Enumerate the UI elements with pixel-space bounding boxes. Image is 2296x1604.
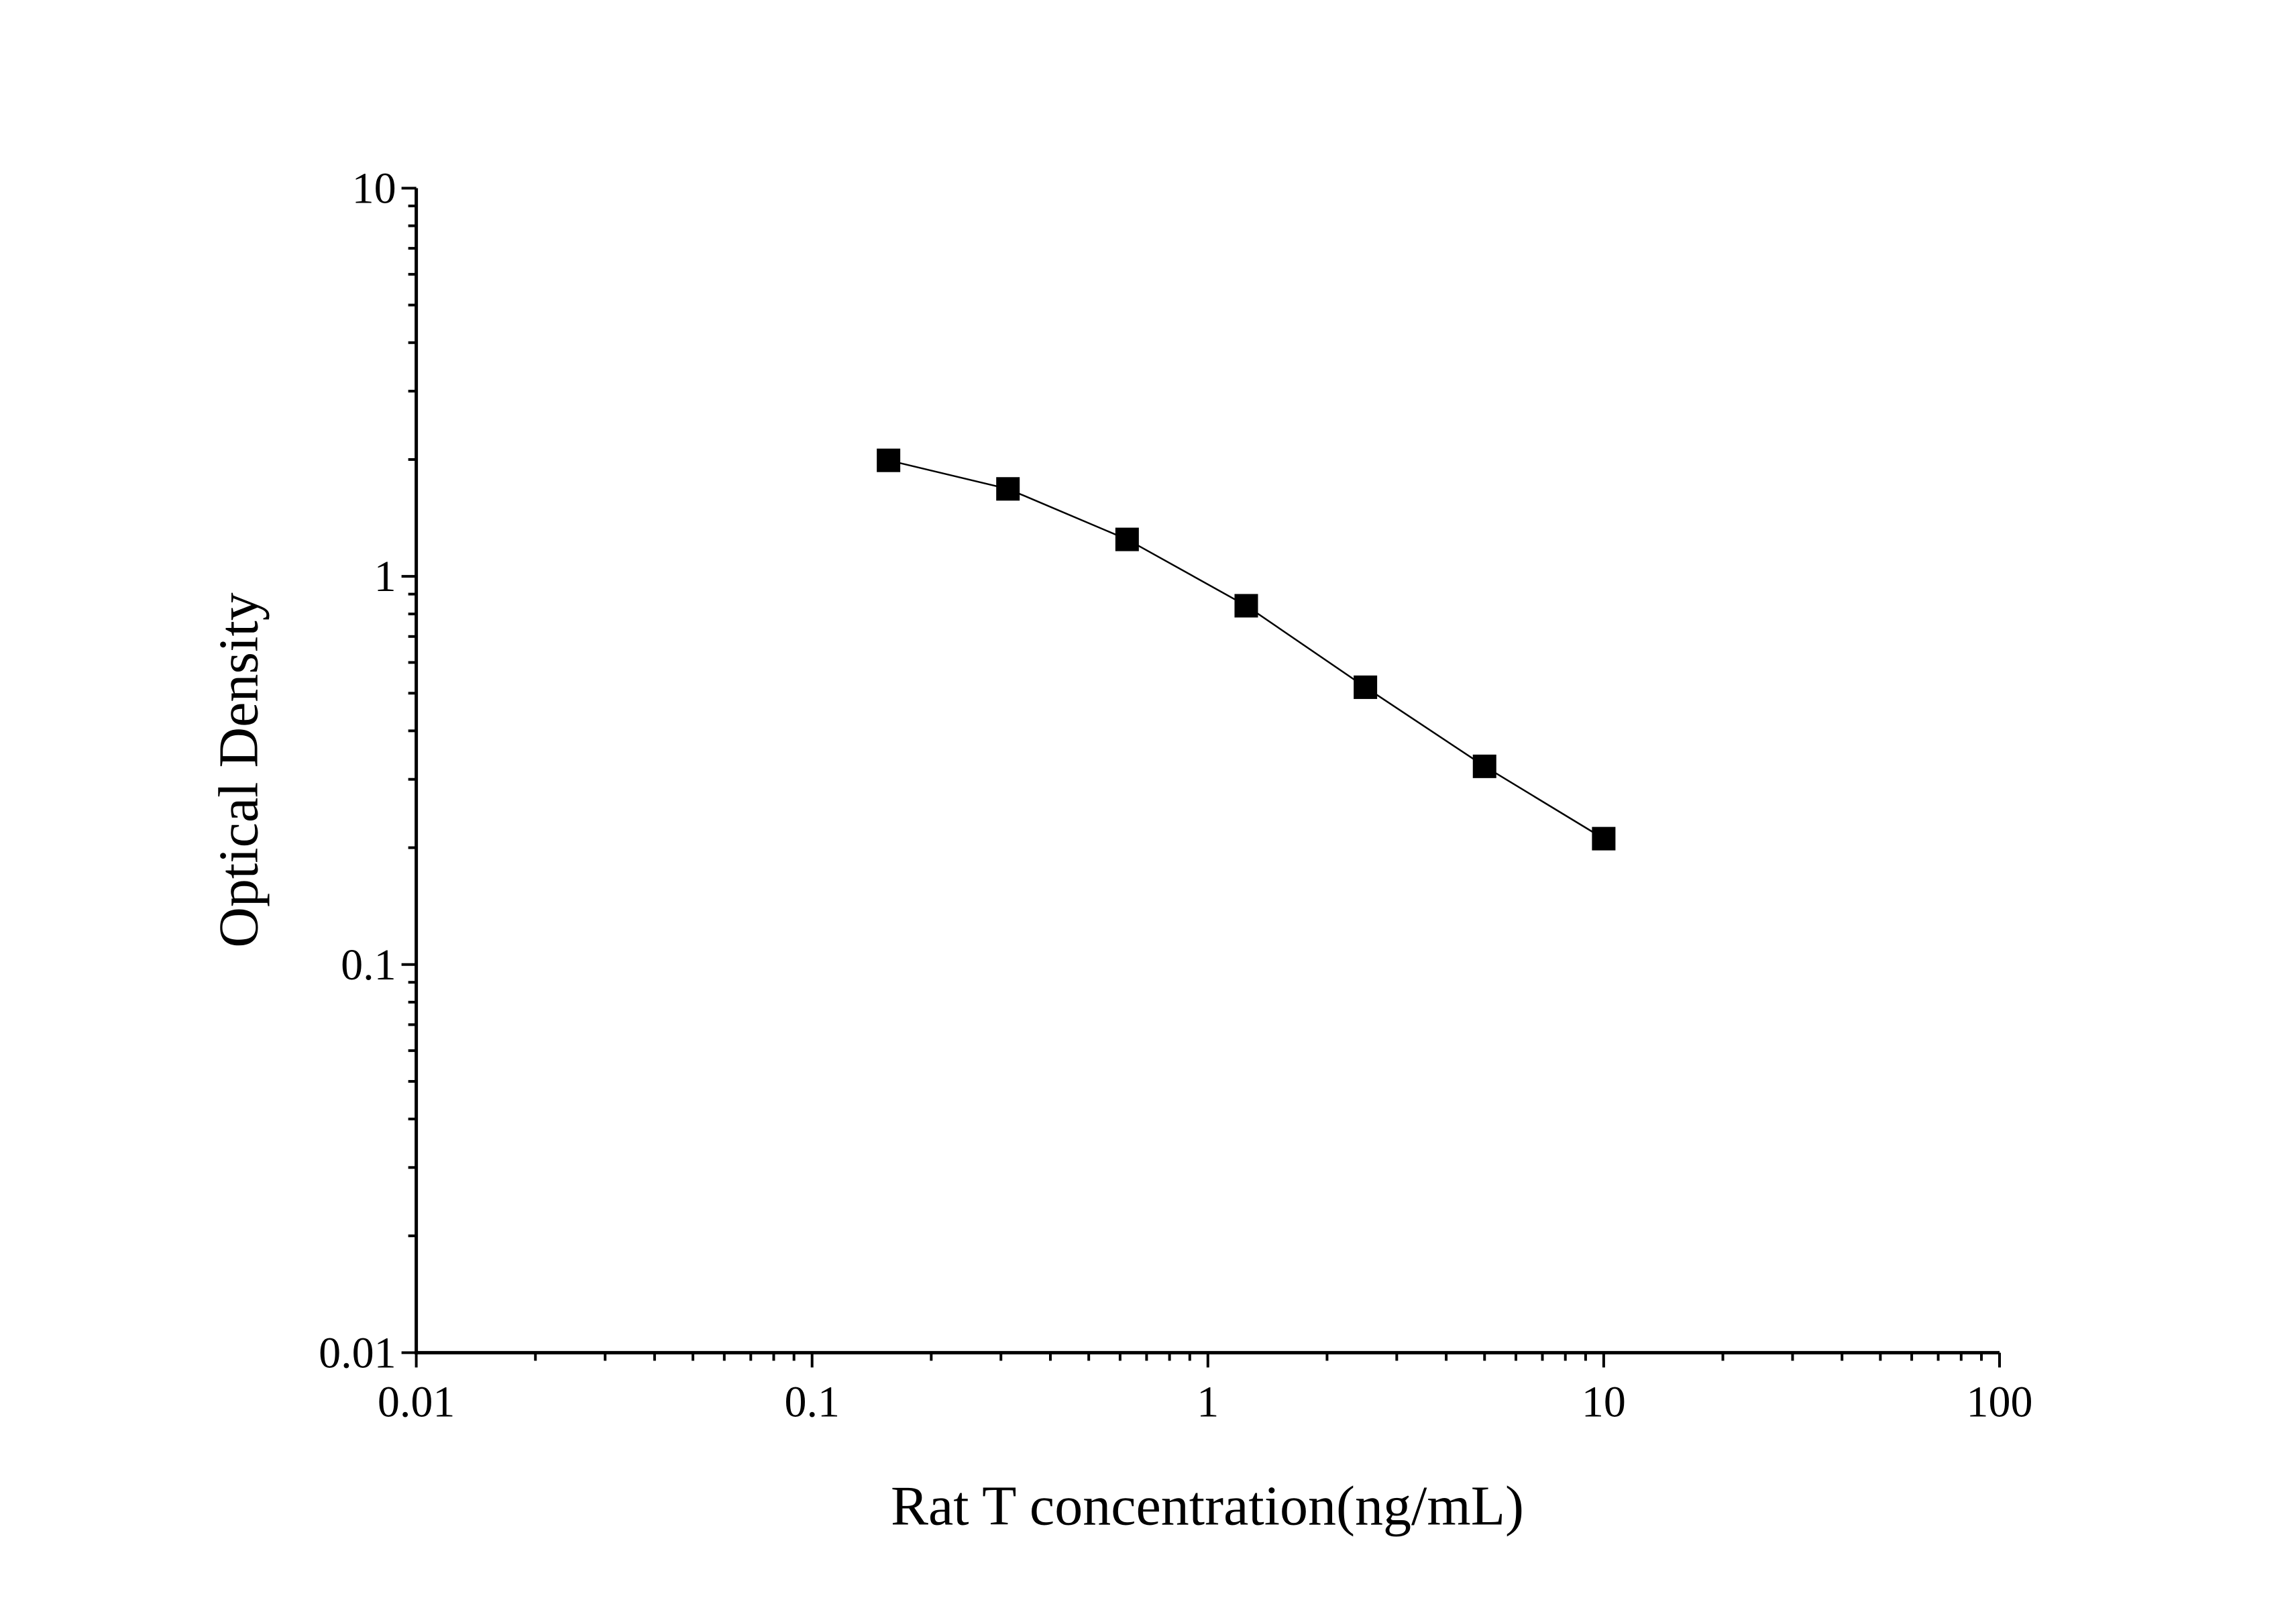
data-point <box>877 448 901 472</box>
y-tick-label: 10 <box>352 164 396 213</box>
y-tick-label: 1 <box>374 552 396 601</box>
data-point <box>1354 675 1378 699</box>
data-point <box>1234 594 1258 618</box>
x-tick-label: 10 <box>1582 1377 1626 1426</box>
data-point <box>1115 527 1139 551</box>
data-point <box>996 477 1020 501</box>
x-axis-title: Rat T concentration(ng/mL) <box>891 1475 1524 1537</box>
data-point <box>1592 826 1616 851</box>
y-tick-label: 0.01 <box>319 1328 396 1377</box>
x-tick-label: 0.1 <box>784 1377 840 1426</box>
x-tick-label: 1 <box>1197 1377 1219 1426</box>
y-axis-title: Optical Density <box>207 592 270 948</box>
x-tick-label: 100 <box>1967 1377 2033 1426</box>
x-tick-label: 0.01 <box>378 1377 455 1426</box>
data-point <box>1472 754 1496 778</box>
y-tick-label: 0.1 <box>341 941 396 990</box>
